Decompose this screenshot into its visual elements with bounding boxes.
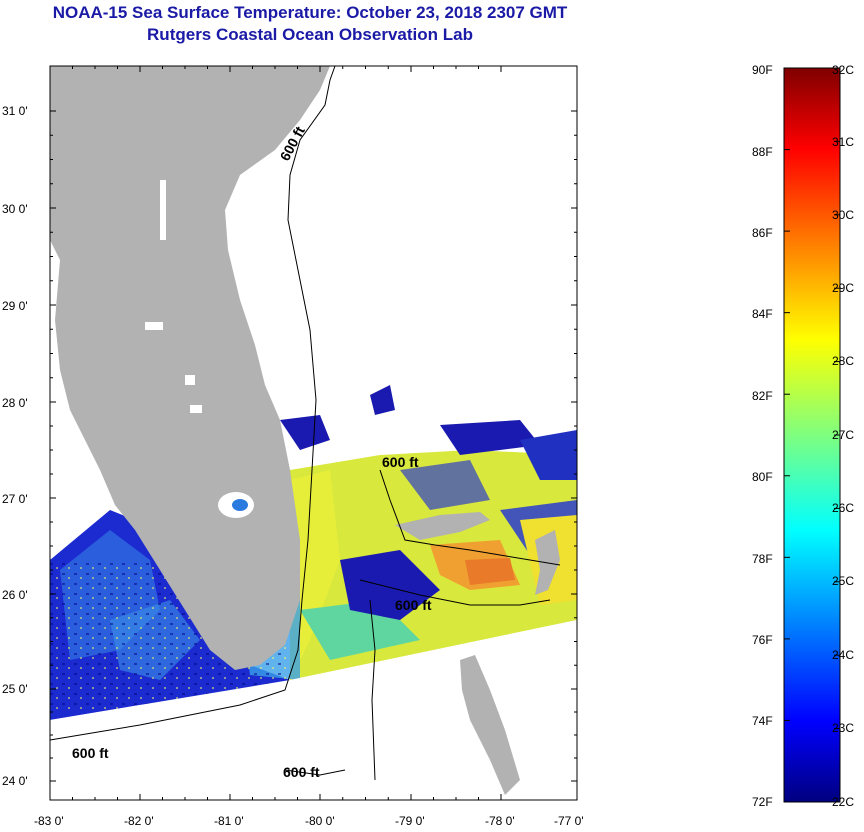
lat-label-29: 29 0' <box>2 299 28 313</box>
map-ticks <box>49 66 577 800</box>
lat-label-25: 25 0' <box>2 682 28 696</box>
cb-f-84: 84F <box>752 307 773 321</box>
lon-label-79: -79 0' <box>395 814 425 828</box>
cb-c-32: 32C <box>832 63 854 77</box>
lon-label-83: -83 0' <box>34 814 64 828</box>
cb-f-80: 80F <box>752 470 773 484</box>
florida-land <box>50 66 330 670</box>
cb-c-30: 30C <box>832 208 854 222</box>
cb-f-74: 74F <box>752 714 773 728</box>
cb-c-28: 28C <box>832 354 854 368</box>
bathymetry-contours <box>50 66 561 781</box>
contour-label-southwest: 600 ft <box>72 745 109 761</box>
cb-f-82: 82F <box>752 389 773 403</box>
lon-label-81: -81 0' <box>214 814 244 828</box>
lat-label-26: 26 0' <box>2 588 28 602</box>
bahamas-grand-bahama <box>395 512 490 540</box>
lat-label-24: 24 0' <box>2 774 28 788</box>
lon-label-80: -80 0' <box>305 814 335 828</box>
contour-label-east: 600 ft <box>382 454 419 470</box>
colorbar-ticks <box>784 67 840 803</box>
cb-c-27: 27C <box>832 428 854 442</box>
map-subtitle: Rutgers Coastal Ocean Observation Lab <box>147 25 473 44</box>
cb-c-29: 29C <box>832 281 854 295</box>
cb-c-25: 25C <box>832 574 854 588</box>
cb-f-90: 90F <box>752 63 773 77</box>
bahamas-andros <box>460 655 520 795</box>
cb-f-76: 76F <box>752 633 773 647</box>
map-title: NOAA-15 Sea Surface Temperature: October… <box>52 3 568 22</box>
lon-label-77: -77 0' <box>554 814 584 828</box>
lon-label-78: -78 0' <box>485 814 515 828</box>
cb-f-88: 88F <box>752 145 773 159</box>
lon-label-82: -82 0' <box>124 814 154 828</box>
cb-f-86: 86F <box>752 226 773 240</box>
cb-c-23: 23C <box>832 721 854 735</box>
cb-f-72: 72F <box>752 795 773 809</box>
lat-label-30: 30 0' <box>2 202 28 216</box>
map-frame <box>49 65 578 801</box>
cb-c-24: 24C <box>832 648 854 662</box>
cb-f-78: 78F <box>752 552 773 566</box>
temperature-colorbar <box>783 67 841 803</box>
cb-c-22: 22C <box>832 795 854 809</box>
lat-label-28: 28 0' <box>2 396 28 410</box>
cb-c-31: 31C <box>832 135 854 149</box>
sst-data-layer <box>50 66 577 800</box>
contour-label-south: 600 ft <box>283 764 320 780</box>
lat-label-31: 31 0' <box>2 104 28 118</box>
contour-label-bahama-bank: 600 ft <box>395 597 432 613</box>
cb-c-26: 26C <box>832 501 854 515</box>
lat-label-27: 27 0' <box>2 492 28 506</box>
